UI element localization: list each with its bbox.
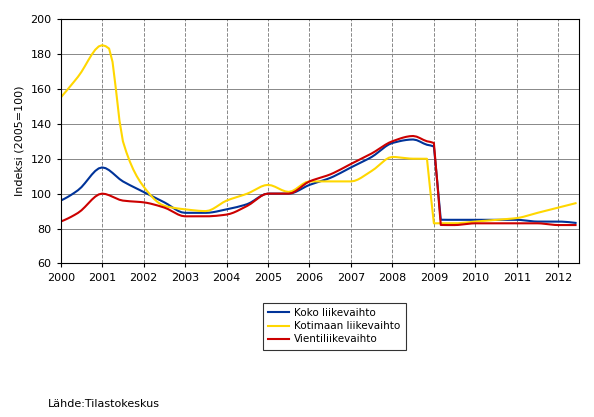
Vientiliikevaihto [489, 221, 496, 226]
Koko liikevaihto [347, 165, 355, 170]
Kotimaan liikevaihto [264, 182, 271, 187]
Line: Kotimaan liikevaihto: Kotimaan liikevaihto [61, 45, 576, 224]
Koko liikevaihto [416, 139, 424, 144]
Koko liikevaihto [572, 220, 579, 225]
Koko liikevaihto [261, 192, 268, 197]
Vientiliikevaihto [416, 136, 424, 141]
Vientiliikevaihto [226, 211, 233, 216]
Vientiliikevaihto [441, 223, 448, 228]
Kotimaan liikevaihto [572, 201, 579, 206]
Vientiliikevaihto [347, 161, 355, 166]
Vientiliikevaihto [57, 219, 64, 224]
Kotimaan liikevaihto [430, 221, 437, 226]
Text: Lähde:Tilastokeskus: Lähde:Tilastokeskus [48, 399, 160, 409]
Vientiliikevaihto [572, 223, 579, 228]
Kotimaan liikevaihto [57, 95, 64, 100]
Koko liikevaihto [327, 176, 334, 181]
Kotimaan liikevaihto [99, 43, 106, 48]
Vientiliikevaihto [261, 192, 268, 197]
Kotimaan liikevaihto [351, 178, 358, 183]
Koko liikevaihto [57, 198, 64, 203]
Kotimaan liikevaihto [230, 196, 237, 201]
Kotimaan liikevaihto [489, 218, 496, 223]
Kotimaan liikevaihto [416, 156, 424, 161]
Koko liikevaihto [226, 206, 233, 211]
Koko liikevaihto [410, 137, 417, 142]
Koko liikevaihto [486, 217, 493, 222]
Vientiliikevaihto [327, 172, 334, 177]
Vientiliikevaihto [410, 133, 417, 138]
Kotimaan liikevaihto [330, 179, 337, 184]
Line: Koko liikevaihto: Koko liikevaihto [61, 140, 576, 223]
Line: Vientiliikevaihto: Vientiliikevaihto [61, 136, 576, 225]
Legend: Koko liikevaihto, Kotimaan liikevaihto, Vientiliikevaihto: Koko liikevaihto, Kotimaan liikevaihto, … [263, 303, 406, 349]
Y-axis label: Indeksi (2005=100): Indeksi (2005=100) [15, 86, 25, 196]
